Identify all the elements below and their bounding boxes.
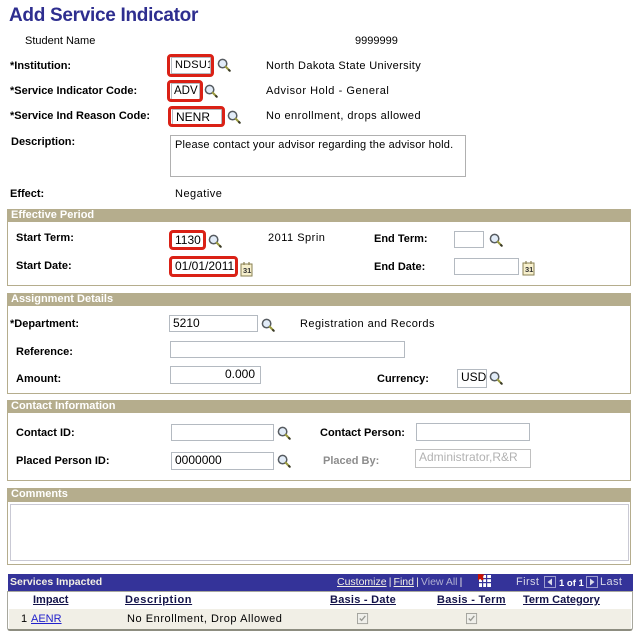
svg-text:31: 31 [243,266,251,275]
svg-text:31: 31 [525,265,533,274]
